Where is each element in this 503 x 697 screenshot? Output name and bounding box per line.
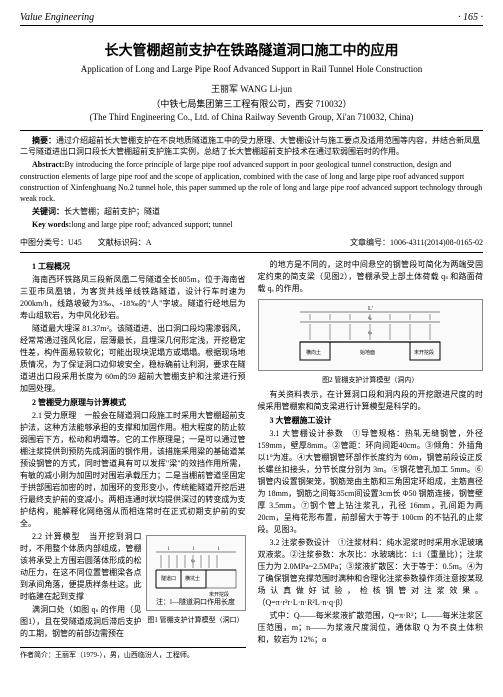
kw-en-text: long and large pipe roof; advanced suppo… [71,220,232,229]
svg-text:l: l [168,547,170,552]
author-block: 王丽军 WANG Li-jun （中铁七局集团第三工程有限公司，西安 71003… [20,82,483,122]
fig2-caption: 图2 管棚支护计算模型（洞内） [258,375,484,386]
s3-2b: 式中：Q——每米浆液扩散范围，Q=π·R²；L——每米注浆区压范围，m；n——为… [258,610,484,646]
s3-1: 3.1 大管棚设计参数 ①导管规格：热轧无缝钢管，外径159mm，壁厚8mm。②… [258,428,484,536]
abstract-en-label: Abstract: [32,160,64,169]
meta-row: 中图分类号：U45 文献标识码：A 文章编号：1006-4311(2014)08… [20,237,483,248]
figure-2: L' qₐ qₛ 横向土 始地面 末开挖段 [258,299,484,371]
author-affiliation-en: (The Third Engineering Co., Ltd. of Chin… [20,112,483,122]
article-id: 文章编号：1006-4311(2014)08-0165-02 [350,237,483,248]
svg-text:qₛ: qₛ [368,331,373,336]
right-p2: 有关资料表示，在计算洞口段和洞内段的开挖跟进尺度的时候采用管棚索和简支梁进行计算… [258,389,484,413]
svg-text:末开挖段: 末开挖段 [209,591,229,598]
svg-text:l: l [218,547,220,552]
abstract-cn-label: 摘要： [32,136,56,145]
svg-text:L': L' [368,306,373,312]
divider [20,130,483,131]
s1-p1: 海南西环铁路凤三段新凤凰二号隧道全长805m，位于海南省三亚市凤凰镇，为客货共线… [20,274,246,322]
title-block: 长大管棚超前支护在铁路隧道洞口施工中的应用 Application of Lon… [20,40,483,74]
svg-text:横坑士: 横坑士 [185,575,200,582]
author-affiliation-cn: （中铁七局集团第三工程有限公司，西安 710032） [20,97,483,110]
title-cn: 长大管棚超前支护在铁路隧道洞口施工中的应用 [20,40,483,60]
s2-2b: 满洞口处（如图 qₛ 的作用（见图1），且在受隧道成洞后滞后支护的工期，钢管的前… [20,604,142,640]
divider2 [20,252,483,253]
abstract-cn: 摘要：通过介绍超前长大管棚支护在不良地质隧道施工中的受力原理、大管棚设计与施工要… [20,135,483,157]
svg-text:qₐ: qₐ [368,316,373,321]
journal-name: Value Engineering [20,12,94,23]
figure-1: l l l qₛ 隧道口 横坑士 末开挖段 注：l—隧道洞口作用长度 [146,535,246,611]
clc: 中图分类号：U45 文献标识码：A [20,237,152,248]
kw-en-label: Key words: [32,220,71,229]
s2-title: 2 管棚受力原理与计算模式 [20,397,246,409]
kw-cn-label: 关键词： [32,207,64,216]
abstract-cn-text: 通过介绍超前长大管棚支护在不良地质隧道施工中的受力原理、大管棚设计与施工要点及适… [20,136,480,156]
keywords-cn: 关键词：长大管棚；超前支护；隧道 [20,206,483,217]
svg-text:qₛ: qₛ [191,559,196,564]
s3-title: 3 大管棚施工设计 [258,415,484,427]
kw-cn-text: 长大管棚；超前支护；隧道 [64,207,160,216]
s2-1: 2.1 受力原理 一般会在隧道洞口段施工时采用大管棚超前支护法，这种方法能够承担… [20,410,246,530]
author-bio: 作者简介：王丽军（1979-），男，山西临汾人，工程师。 [20,647,246,660]
title-en: Application of Long and Large Pipe Roof … [20,64,483,74]
page-number: · 165 · [458,12,483,23]
right-p1: 的地方是不同的，这时中间悬空的钢管段可简化为两端受固定约束的简支梁（见图2），管… [258,259,484,295]
abstract-en: Abstract:By introducing the force princi… [20,159,483,204]
page-header: Value Engineering · 165 · [20,12,483,26]
s2-2: 2.2 计算模型 当开挖到洞口时，不用整个体质内部组成，管棚该将承受上方围岩圆落… [20,531,142,603]
s3-2: 3.2 注浆参数设计 ①注浆材料：纯水泥浆时时采用水泥玻璃双液浆。②注浆参数：水… [258,537,484,609]
svg-text:隧道口: 隧道口 [161,575,176,582]
left-column: 1 工程概况 海南西环铁路凤三段新凤凰二号隧道全长805m，位于海南省三亚市凤凰… [20,259,246,660]
body-columns: 1 工程概况 海南西环铁路凤三段新凤凰二号隧道全长805m，位于海南省三亚市凤凰… [20,259,483,660]
svg-text:l: l [193,547,195,552]
fig1-note: 注：l—隧道洞口作用长度 [151,598,241,606]
svg-text:末开挖段: 末开挖段 [414,349,434,356]
right-column: 的地方是不同的，这时中间悬空的钢管段可简化为两端受固定约束的简支梁（见图2），管… [258,259,484,660]
author-name: 王丽军 WANG Li-jun [20,82,483,95]
abstract-block: 摘要：通过介绍超前长大管棚支护在不良地质隧道施工中的受力原理、大管棚设计与施工要… [20,135,483,231]
fig1-caption: 图1 管棚支护计算模型（洞口） [146,615,246,626]
s1-title: 1 工程概况 [20,261,246,273]
keywords-en: Key words:long and large pipe roof; adva… [20,219,483,230]
svg-text:始地面: 始地面 [360,349,375,356]
svg-text:横向土: 横向土 [306,349,321,356]
abstract-en-text: By introducing the force principle of la… [20,160,482,203]
s1-p2: 隧道最大埋深 81.37m²。该隧道进、出口洞口段均需渗弱风，经常常通过强风化层… [20,323,246,395]
